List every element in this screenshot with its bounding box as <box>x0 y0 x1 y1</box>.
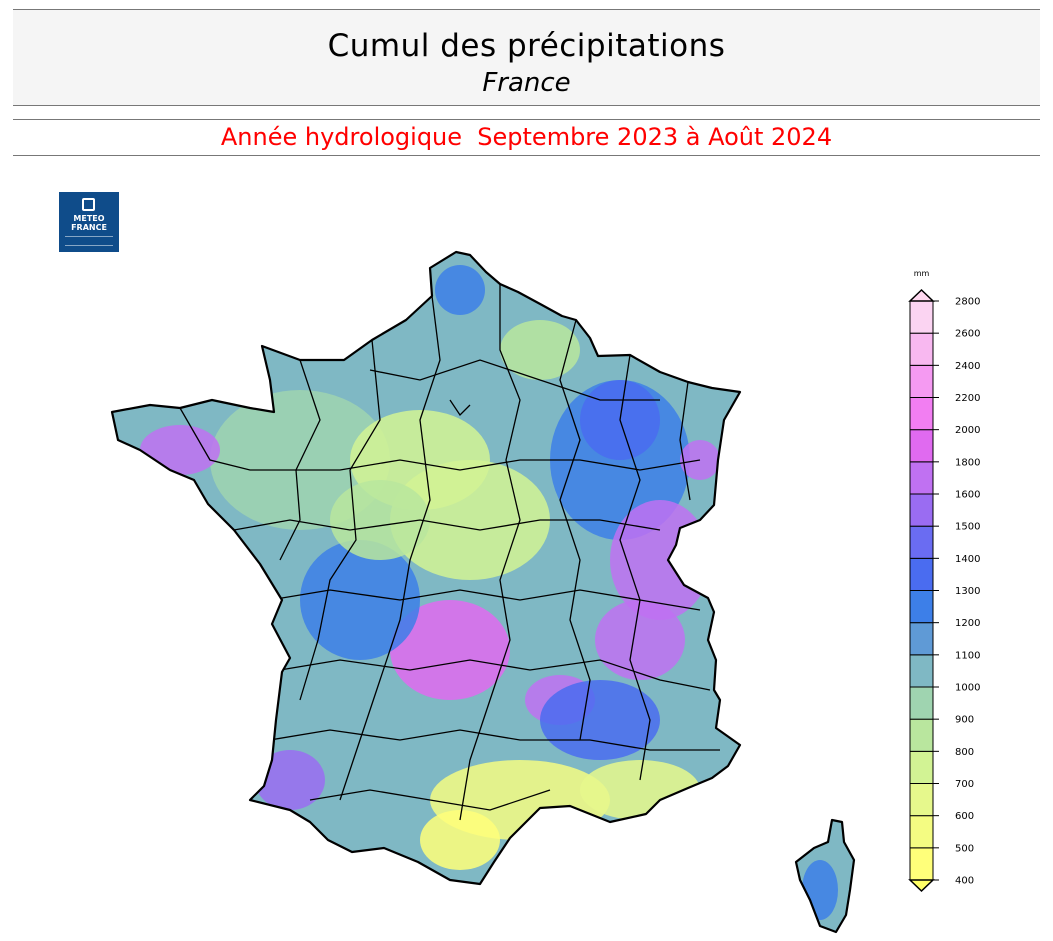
legend-tick-label: 2600 <box>955 329 980 340</box>
legend-swatch <box>909 847 934 881</box>
precip-zone <box>420 810 500 870</box>
legend-swatch <box>909 332 934 366</box>
precip-zone <box>540 680 660 760</box>
legend-tick-label: 1000 <box>955 683 980 694</box>
legend-tick-label: 1200 <box>955 618 980 629</box>
legend-swatch <box>909 300 934 334</box>
legend-tick-label: 1300 <box>955 586 980 597</box>
legend-unit-label: mm <box>914 269 930 278</box>
legend-tick-label: 1800 <box>955 457 980 468</box>
legend-swatch <box>909 750 934 784</box>
precip-zone <box>610 500 710 620</box>
legend-tick-label: 500 <box>955 843 974 854</box>
precip-zone <box>390 600 510 700</box>
legend-over-triangle <box>908 288 935 302</box>
precip-zone <box>500 320 580 380</box>
legend-swatch <box>909 364 934 399</box>
legend-tick-label: 900 <box>955 715 974 726</box>
legend-swatch <box>909 493 934 527</box>
map-title: Cumul des précipitations <box>327 28 726 64</box>
legend-swatch <box>909 429 934 463</box>
logo-line2: FRANCE <box>71 223 107 232</box>
legend-swatch <box>909 654 934 688</box>
legend-swatch <box>909 590 934 624</box>
meteo-france-logo: METEO FRANCE <box>59 192 119 252</box>
legend-swatch <box>909 557 934 591</box>
precip-zone <box>255 750 325 810</box>
legend-swatch <box>909 815 934 849</box>
logo-line1: METEO <box>73 214 105 223</box>
legend-tick-label: 1500 <box>955 522 980 533</box>
logo-tagline <box>65 236 113 246</box>
precip-zone <box>802 860 838 920</box>
legend-tick-label: 600 <box>955 811 974 822</box>
legend-tick-label: 800 <box>955 747 974 758</box>
map-subtitle: France <box>482 68 571 98</box>
precip-zone <box>140 425 220 475</box>
legend-under-triangle <box>908 879 935 893</box>
legend-tick-label: 1400 <box>955 554 980 565</box>
precip-zone <box>435 265 485 315</box>
legend-tick-label: 2800 <box>955 297 980 308</box>
legend-tick-label: 700 <box>955 779 974 790</box>
color-legend: mm 400 500 600 700 800 900 1000 1100 1200 1300 1400… <box>908 269 980 893</box>
precipitation-field <box>112 252 854 932</box>
legend-swatch <box>909 718 934 752</box>
precip-zone <box>595 600 685 680</box>
legend-swatch <box>909 397 934 431</box>
department-borders <box>179 284 720 821</box>
legend-tick-label: 1100 <box>955 650 980 661</box>
logo-mark-icon <box>82 198 95 211</box>
precip-zone <box>330 480 430 560</box>
legend-tick-label: 2200 <box>955 393 980 404</box>
legend-tick-label: 400 <box>955 876 974 887</box>
legend-swatch <box>909 525 934 559</box>
legend-tick-label: 1600 <box>955 490 980 501</box>
precip-zone <box>300 540 420 660</box>
period-box: Année hydrologique Septembre 2023 à Août… <box>13 119 1040 156</box>
legend-swatch <box>909 686 934 720</box>
legend-swatch <box>909 783 934 817</box>
legend-tick-label: 2000 <box>955 425 980 436</box>
title-box: Cumul des précipitations France <box>13 9 1040 106</box>
period-label: Année hydrologique Septembre 2023 à Août… <box>220 123 833 151</box>
legend-swatch <box>909 622 934 656</box>
legend-tick-label: 2400 <box>955 361 980 372</box>
legend-swatch <box>909 461 934 495</box>
